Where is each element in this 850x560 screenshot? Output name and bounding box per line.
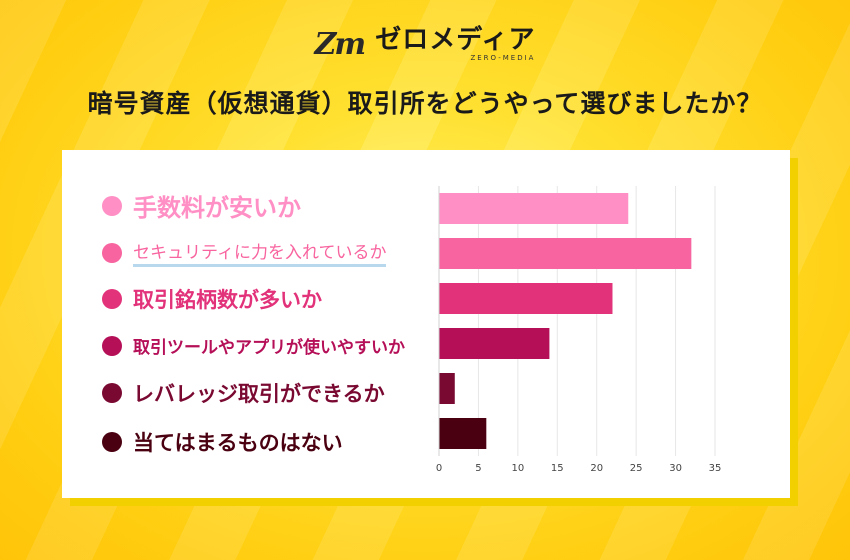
x-tick-label: 35 bbox=[709, 463, 722, 474]
x-tick-label: 30 bbox=[669, 463, 682, 474]
bar-5 bbox=[439, 373, 455, 404]
logo: Zm ゼロメディア ZERO-MEDIA bbox=[0, 26, 850, 62]
legend-item-assets: 取引銘柄数が多いか bbox=[102, 284, 322, 314]
legend-item-tools: 取引ツールやアプリが使いやすいか bbox=[102, 333, 405, 358]
legend-label: 取引ツールやアプリが使いやすいか bbox=[133, 338, 405, 358]
legend-dot bbox=[102, 242, 122, 263]
bar-2 bbox=[439, 238, 692, 269]
x-tick-label: 5 bbox=[475, 463, 481, 474]
legend-dot bbox=[102, 289, 122, 309]
legend-dot bbox=[102, 335, 122, 356]
legend-label: 手数料が安いか bbox=[133, 194, 301, 222]
x-tick-label: 0 bbox=[436, 463, 442, 474]
page-title: 暗号資産（仮想通貨）取引所をどうやって選びましたか？ bbox=[87, 89, 763, 118]
legend-label: セキュリティに力を入れているか bbox=[133, 238, 387, 267]
legend-item-security: セキュリティに力を入れているか bbox=[102, 238, 387, 267]
legend-item-leverage: レバレッジ取引ができるか bbox=[102, 378, 385, 408]
legend-dot bbox=[102, 195, 122, 216]
bar-1 bbox=[439, 193, 629, 224]
legend-label: 当てはまるものはない bbox=[133, 431, 343, 455]
legend-label: レバレッジ取引ができるか bbox=[133, 382, 385, 406]
logo-mark: Zm bbox=[314, 26, 367, 62]
bar-6 bbox=[439, 418, 487, 449]
legend-dot bbox=[102, 383, 122, 403]
logo-brand: ゼロメディア ZERO-MEDIA bbox=[375, 26, 535, 62]
legend-item-none: 当てはまるものはない bbox=[102, 427, 343, 457]
x-tick-label: 20 bbox=[590, 463, 603, 474]
legend-label: 取引銘柄数が多いか bbox=[133, 288, 322, 312]
legend-item-fees: 手数料が安いか bbox=[102, 188, 301, 223]
x-tick-label: 10 bbox=[511, 463, 524, 474]
logo-subtitle: ZERO-MEDIA bbox=[470, 54, 536, 62]
chart-card bbox=[62, 150, 790, 498]
x-tick-label: 25 bbox=[630, 463, 643, 474]
bar-4 bbox=[439, 328, 550, 359]
logo-name: ゼロメディア bbox=[375, 25, 536, 55]
legend-dot bbox=[102, 432, 122, 452]
x-tick-label: 15 bbox=[551, 463, 564, 474]
bar-3 bbox=[439, 283, 613, 314]
